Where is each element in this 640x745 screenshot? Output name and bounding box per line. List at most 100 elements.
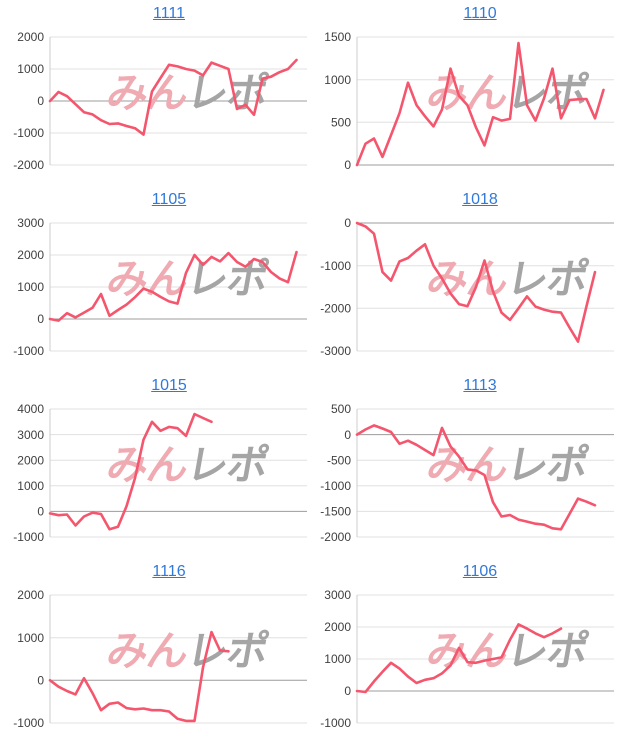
- y-tick-label: 2000: [17, 30, 44, 44]
- series-line: [355, 623, 563, 694]
- watermark-gray-text: レポ: [503, 70, 591, 116]
- watermark-gray-text: レポ: [183, 442, 271, 488]
- y-tick-label: 0: [37, 505, 44, 519]
- watermark-pink-text: みん: [423, 442, 511, 488]
- chart-title-row: 1111: [0, 5, 320, 23]
- chart-title-link-1116[interactable]: 1116: [152, 563, 186, 580]
- y-tick-label: -500: [327, 453, 351, 467]
- y-tick-label: 3000: [17, 428, 44, 442]
- y-tick-label: -1000: [13, 530, 44, 544]
- chart-card-1116: 1116 2000 1000 0 -1000 みんレポ: [0, 558, 320, 745]
- watermark-minrepo: みんレポ: [103, 628, 271, 674]
- y-tick-label: 3000: [324, 588, 351, 602]
- watermark-minrepo: みんレポ: [423, 70, 591, 116]
- series-line: [48, 58, 298, 136]
- y-tick-label: 500: [331, 116, 351, 130]
- chart-title-row: 1015: [0, 377, 320, 395]
- y-tick-label: 4000: [17, 402, 44, 416]
- y-tick-label: 1000: [324, 652, 351, 666]
- y-tick-label: -2000: [13, 158, 44, 172]
- y-tick-label: 1000: [17, 631, 44, 645]
- chart-title-row: 1110: [320, 5, 640, 23]
- watermark-minrepo: みんレポ: [103, 70, 271, 116]
- y-tick-label: 1000: [324, 73, 351, 87]
- y-tick-label: 1000: [17, 479, 44, 493]
- watermark-gray-text: レポ: [183, 256, 271, 302]
- series-line: [48, 250, 298, 322]
- y-tick-label: -1500: [320, 505, 351, 519]
- watermark-gray-text: レポ: [503, 442, 591, 488]
- watermark-minrepo: みんレポ: [423, 628, 591, 674]
- y-tick-label: 1500: [324, 30, 351, 44]
- y-tick-label: -1000: [320, 259, 351, 273]
- y-tick-label: -1000: [320, 716, 351, 730]
- y-tick-label: 1000: [17, 62, 44, 76]
- chart-title-link-1110[interactable]: 1110: [463, 5, 497, 22]
- y-tick-label: 2000: [17, 248, 44, 262]
- watermark-minrepo: みんレポ: [423, 256, 591, 302]
- series-line: [355, 424, 597, 531]
- series-line: [48, 630, 230, 723]
- chart-card-1105: 1105 3000 2000 1000 0 -1000 みんレポ: [0, 186, 320, 372]
- chart-card-1113: 1113 500 0 -500 -1000 -1500 -2000 みんレポ: [320, 372, 640, 558]
- chart-title-row: 1113: [320, 377, 640, 395]
- y-tick-label: 1000: [17, 280, 44, 294]
- chart-title-row: 1018: [320, 191, 640, 209]
- y-tick-label: -1000: [320, 479, 351, 493]
- watermark-minrepo: みんレポ: [103, 442, 271, 488]
- chart-card-1015: 1015 4000 3000 2000 1000 0 -1000 みんレポ: [0, 372, 320, 558]
- y-tick-label: 2000: [17, 588, 44, 602]
- chart-canvas: 4000 3000 2000 1000 0 -1000 みんレポ: [13, 402, 307, 544]
- y-tick-label: -1000: [13, 716, 44, 730]
- chart-canvas: 1500 1000 500 0 みんレポ: [324, 30, 614, 172]
- chart-canvas: 0 -1000 -2000 -3000 みんレポ: [320, 216, 614, 358]
- chart-canvas: 2000 1000 0 -1000 みんレポ: [13, 588, 307, 730]
- y-tick-label: 0: [344, 158, 351, 172]
- watermark-pink-text: みん: [423, 256, 511, 302]
- chart-title-link-1111[interactable]: 1111: [152, 5, 186, 22]
- y-tick-label: 3000: [17, 216, 44, 230]
- chart-card-1018: 1018 0 -1000 -2000 -3000 みんレポ: [320, 186, 640, 372]
- chart-canvas: 3000 2000 1000 0 -1000 みんレポ: [320, 588, 614, 730]
- chart-title-link-1113[interactable]: 1113: [463, 377, 497, 394]
- chart-canvas: 500 0 -500 -1000 -1500 -2000 みんレポ: [320, 402, 614, 544]
- chart-card-1111: 1111 2000 1000 0 -1000 -2000 みんレポ: [0, 0, 320, 186]
- chart-title-link-1106[interactable]: 1106: [462, 563, 498, 580]
- y-tick-label: -2000: [320, 302, 351, 316]
- y-tick-label: 0: [344, 216, 351, 230]
- watermark-minrepo: みんレポ: [423, 442, 591, 488]
- chart-title-row: 1116: [0, 563, 320, 581]
- chart-canvas: 2000 1000 0 -1000 -2000 みんレポ: [13, 30, 307, 172]
- watermark-pink-text: みん: [103, 442, 191, 488]
- y-tick-label: 500: [331, 402, 351, 416]
- y-tick-label: 2000: [17, 453, 44, 467]
- watermark-pink-text: みん: [423, 70, 511, 116]
- chart-title-row: 1105: [0, 191, 320, 209]
- y-tick-label: 0: [344, 684, 351, 698]
- y-tick-label: 0: [37, 312, 44, 326]
- chart-canvas: 3000 2000 1000 0 -1000 みんレポ: [13, 216, 307, 358]
- y-tick-label: -2000: [320, 530, 351, 544]
- y-tick-label: -1000: [13, 126, 44, 140]
- watermark-gray-text: レポ: [503, 256, 591, 302]
- chart-title-link-1015[interactable]: 1015: [151, 377, 187, 394]
- series-line: [355, 221, 597, 343]
- y-tick-label: 2000: [324, 620, 351, 634]
- watermark-minrepo: みんレポ: [103, 256, 271, 302]
- chart-card-1106: 1106 3000 2000 1000 0 -1000 みんレポ: [320, 558, 640, 745]
- y-tick-label: -3000: [320, 344, 351, 358]
- series-line: [48, 412, 213, 531]
- chart-title-link-1018[interactable]: 1018: [462, 191, 498, 208]
- y-tick-label: 0: [37, 674, 44, 688]
- y-tick-label: -1000: [13, 344, 44, 358]
- watermark-pink-text: みん: [423, 628, 511, 674]
- watermark-pink-text: みん: [103, 256, 191, 302]
- y-tick-label: 0: [344, 428, 351, 442]
- watermark-pink-text: みん: [103, 628, 191, 674]
- series-line: [355, 41, 605, 167]
- y-tick-label: 0: [37, 94, 44, 108]
- chart-title-row: 1106: [320, 563, 640, 581]
- chart-title-link-1105[interactable]: 1105: [151, 191, 187, 208]
- chart-card-1110: 1110 1500 1000 500 0 みんレポ: [320, 0, 640, 186]
